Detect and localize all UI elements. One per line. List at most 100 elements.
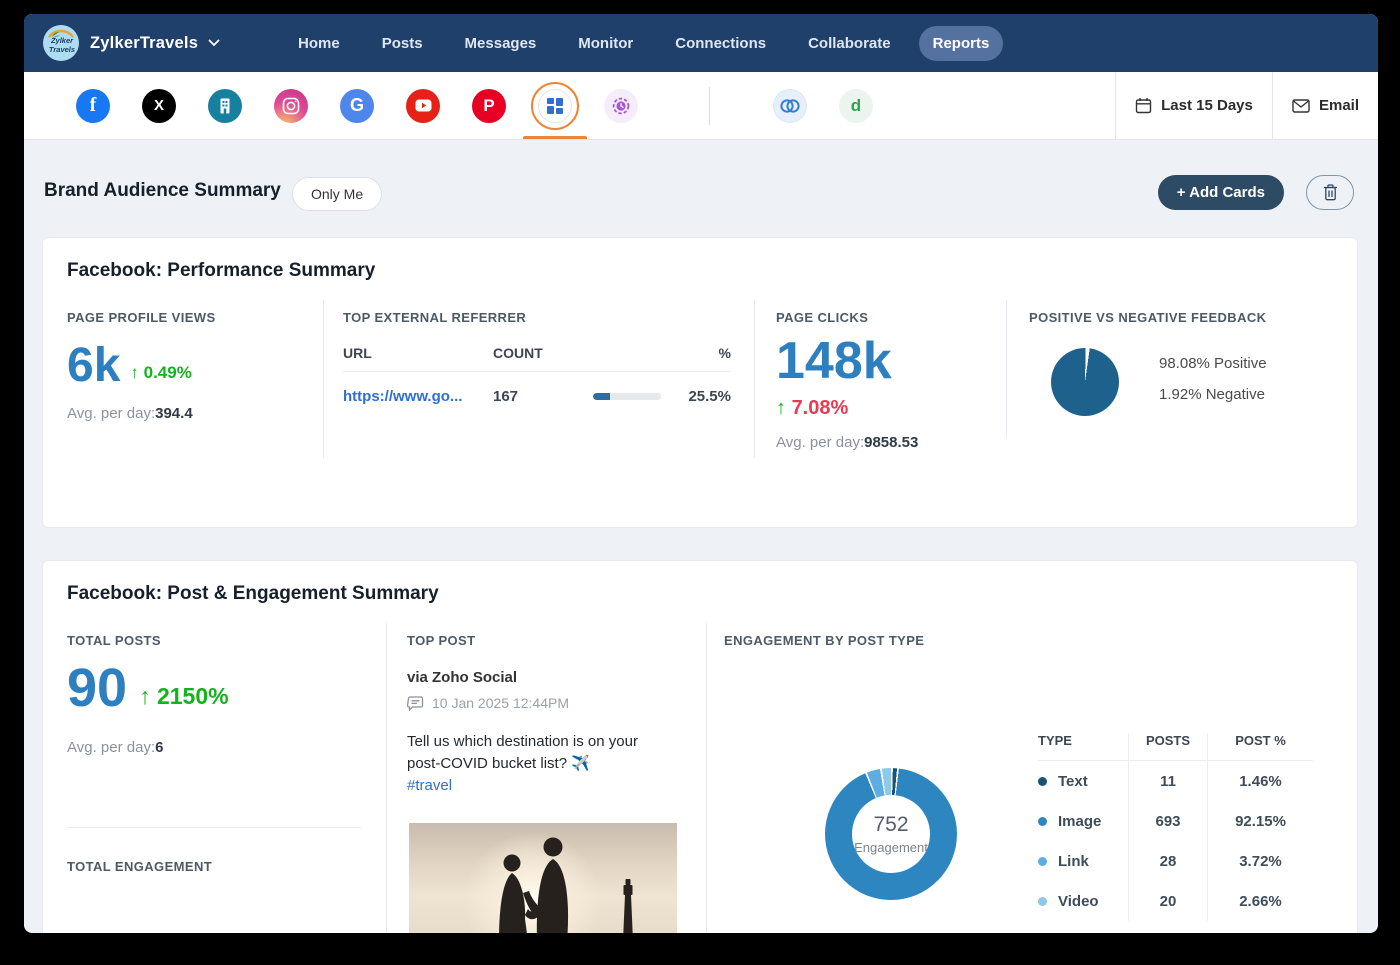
table-row-posts: 28 bbox=[1128, 841, 1208, 881]
channel-zoho-desk-icon[interactable]: d bbox=[839, 88, 873, 123]
channel-bar: f X G P bbox=[24, 72, 1378, 140]
svg-text:Zylker: Zylker bbox=[50, 36, 74, 45]
chevron-down-icon bbox=[208, 39, 220, 47]
channel-all-networks-icon[interactable] bbox=[531, 81, 579, 130]
page-profile-views-section: PAGE PROFILE VIEWS 6k ↑ 0.49% Avg. per d… bbox=[67, 310, 317, 422]
section-label: ENGAGEMENT BY POST TYPE bbox=[724, 633, 925, 648]
section-label: TOP EXTERNAL REFERRER bbox=[343, 310, 527, 325]
positive-label: Positive bbox=[1214, 355, 1267, 372]
avg-value: 9858.53 bbox=[864, 434, 919, 451]
column-header: TYPE bbox=[1038, 733, 1128, 761]
post-hashtag-link[interactable]: #travel bbox=[407, 777, 453, 794]
donut-center-label: Engagement bbox=[854, 840, 928, 855]
up-arrow-icon: ↑ bbox=[776, 397, 786, 419]
referrer-percent: 25.5% bbox=[688, 388, 731, 405]
channel-facebook-icon[interactable]: f bbox=[76, 88, 110, 123]
post-type-dot bbox=[1038, 816, 1047, 826]
post-image[interactable] bbox=[409, 823, 677, 933]
section-divider bbox=[1006, 300, 1007, 438]
avg-value: 394.4 bbox=[155, 405, 193, 422]
donut-center: 752 Engagement bbox=[852, 795, 930, 873]
section-divider bbox=[323, 300, 324, 458]
delete-button[interactable] bbox=[1306, 175, 1354, 210]
brand-logo: Zylker Travels bbox=[43, 25, 79, 61]
post-type-table: TYPE POSTS POST % Text 11 1.46% Image 69… bbox=[1038, 733, 1313, 921]
post-type-dot bbox=[1038, 896, 1047, 906]
post-source: via Zoho Social bbox=[407, 669, 518, 686]
selected-channel-underline bbox=[523, 136, 587, 139]
section-label: TOTAL POSTS bbox=[67, 633, 161, 648]
nav-home[interactable]: Home bbox=[298, 34, 340, 52]
post-date: 10 Jan 2025 12:44PM bbox=[432, 695, 569, 711]
post-type-dot bbox=[1038, 856, 1047, 866]
brand-menu[interactable]: Zylker Travels ZylkerTravels bbox=[24, 24, 256, 62]
channel-company-icon[interactable] bbox=[208, 88, 242, 123]
channel-pinterest-icon[interactable]: P bbox=[472, 88, 506, 123]
brand-name: ZylkerTravels bbox=[90, 33, 199, 52]
section-label: TOP POST bbox=[407, 633, 476, 648]
selected-channel-ring bbox=[531, 81, 579, 130]
nav-posts[interactable]: Posts bbox=[381, 34, 423, 52]
post-text: Tell us which destination is on your pos… bbox=[407, 731, 669, 797]
post-date-row: 10 Jan 2025 12:44PM bbox=[407, 695, 569, 711]
post-engagement-card: Facebook: Post & Engagement Summary TOTA… bbox=[42, 560, 1358, 933]
divider bbox=[343, 371, 731, 372]
column-header: POSTS bbox=[1128, 733, 1208, 761]
table-row-percent: 3.72% bbox=[1239, 852, 1282, 870]
visibility-pill[interactable]: Only Me bbox=[292, 177, 383, 211]
nav-monitor[interactable]: Monitor bbox=[578, 34, 634, 52]
section-divider bbox=[386, 623, 387, 933]
table-row-posts: 693 bbox=[1128, 801, 1208, 841]
email-button[interactable]: Email bbox=[1272, 72, 1378, 139]
divider bbox=[67, 827, 361, 828]
metric-value: 6k bbox=[67, 339, 121, 392]
nav-collaborate[interactable]: Collaborate bbox=[808, 34, 891, 52]
negative-value: 1.92% bbox=[1159, 386, 1202, 403]
up-arrow-icon: ↑ bbox=[130, 363, 139, 382]
performance-summary-card: Facebook: Performance Summary PAGE PROFI… bbox=[42, 237, 1358, 528]
section-label: PAGE CLICKS bbox=[776, 310, 869, 325]
channel-history-icon[interactable] bbox=[604, 88, 638, 123]
top-external-referrer-section: TOP EXTERNAL REFERRER URL COUNT % https:… bbox=[343, 310, 731, 405]
card-title: Facebook: Post & Engagement Summary bbox=[67, 583, 439, 604]
main-menu: Home Posts Messages Monitor Connections … bbox=[284, 25, 1004, 61]
referrer-table-row: https://www.go... 167 25.5% bbox=[343, 388, 731, 405]
avg-label: Avg. per day: bbox=[67, 405, 156, 422]
section-label: TOTAL ENGAGEMENT bbox=[67, 859, 213, 874]
referrer-url-link[interactable]: https://www.go... bbox=[343, 388, 463, 405]
donut-center-value: 752 bbox=[873, 813, 909, 836]
svg-text:Travels: Travels bbox=[49, 45, 75, 54]
channel-x-twitter-icon[interactable]: X bbox=[142, 88, 176, 123]
channel-zoho-crm-icon[interactable] bbox=[773, 88, 807, 123]
channel-instagram-icon[interactable] bbox=[274, 88, 308, 123]
negative-label: Negative bbox=[1205, 386, 1265, 403]
nav-connections[interactable]: Connections bbox=[675, 34, 767, 52]
channel-google-my-business-icon[interactable]: G bbox=[340, 88, 374, 123]
referrer-table-header: URL COUNT % bbox=[343, 345, 731, 361]
app-window: Zylker Travels ZylkerTravels Home Posts … bbox=[24, 14, 1378, 933]
metric-change: 2150% bbox=[156, 682, 229, 709]
section-divider bbox=[706, 623, 707, 933]
nav-reports[interactable]: Reports bbox=[918, 25, 1004, 61]
table-row-type: Text bbox=[1038, 761, 1128, 801]
positive-value: 98.08% bbox=[1159, 355, 1210, 372]
email-icon bbox=[1292, 98, 1310, 113]
page-header: Brand Audience Summary Only Me + Add Car… bbox=[24, 165, 1378, 223]
page-title: Brand Audience Summary bbox=[44, 180, 281, 201]
feedback-legend: 98.08% Positive 1.92% Negative bbox=[1159, 347, 1267, 417]
table-row-type: Image bbox=[1038, 801, 1128, 841]
referrer-count: 167 bbox=[493, 388, 519, 405]
page-clicks-section: PAGE CLICKS 148k ↑ 7.08% Avg. per day:98… bbox=[776, 310, 991, 451]
channel-youtube-icon[interactable] bbox=[406, 88, 440, 123]
nav-messages[interactable]: Messages bbox=[464, 34, 537, 52]
avg-value: 6 bbox=[155, 739, 164, 756]
table-row-posts: 11 bbox=[1128, 761, 1208, 801]
metric-change: 0.49% bbox=[143, 363, 192, 382]
add-cards-button[interactable]: + Add Cards bbox=[1157, 175, 1284, 210]
top-nav: Zylker Travels ZylkerTravels Home Posts … bbox=[24, 14, 1378, 72]
post-type-dot bbox=[1038, 776, 1047, 786]
date-range-button[interactable]: Last 15 Days bbox=[1115, 72, 1272, 139]
referrer-bar-fill bbox=[593, 393, 611, 400]
channel-icons: f X G P bbox=[24, 81, 873, 130]
table-row-percent: 1.46% bbox=[1239, 772, 1282, 790]
